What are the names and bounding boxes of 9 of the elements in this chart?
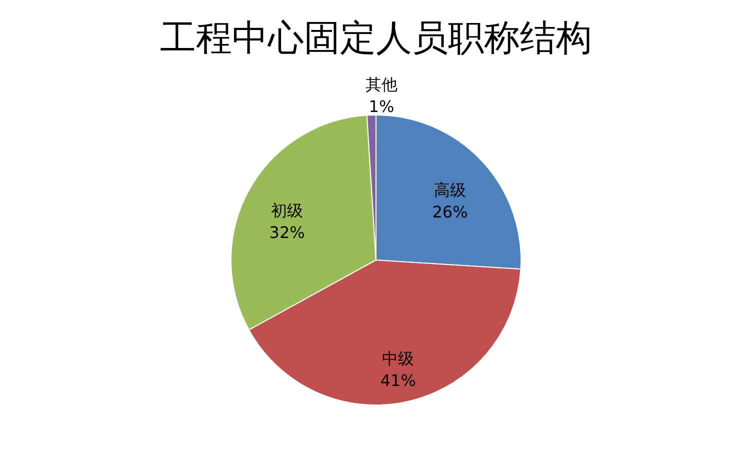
data-label: 1% xyxy=(368,97,394,116)
slice-label: 高级 xyxy=(434,180,466,200)
slice-label: 初级 xyxy=(271,201,304,220)
slice-label: 其他 xyxy=(365,75,398,94)
chart-title: 工程中心固定人员职称结构 xyxy=(160,18,592,59)
data-label: 41% xyxy=(380,371,416,390)
slice-label: 中级 xyxy=(382,349,414,368)
data-label: 26% xyxy=(432,202,468,222)
data-label: 32% xyxy=(269,223,305,242)
